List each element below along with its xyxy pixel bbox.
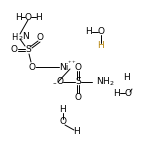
Text: $_2$N: $_2$N xyxy=(18,31,30,43)
Text: $^{-}$: $^{-}$ xyxy=(34,64,40,73)
Text: H: H xyxy=(114,88,120,98)
Text: O: O xyxy=(57,78,63,86)
Text: O: O xyxy=(24,13,32,21)
Text: NH$_2$: NH$_2$ xyxy=(96,76,115,88)
Text: $^{-}$: $^{-}$ xyxy=(52,81,58,86)
Text: S: S xyxy=(75,78,81,86)
Text: H: H xyxy=(124,73,130,81)
Text: Ni: Ni xyxy=(59,62,69,72)
Text: H: H xyxy=(98,41,104,51)
Text: O: O xyxy=(124,88,132,98)
Text: O: O xyxy=(59,118,67,126)
Text: H: H xyxy=(86,27,92,36)
Text: $^{++}$: $^{++}$ xyxy=(67,60,77,66)
Text: O: O xyxy=(75,62,81,72)
Text: H: H xyxy=(60,106,66,114)
Text: O: O xyxy=(97,27,105,36)
Text: H: H xyxy=(35,13,41,21)
Text: S: S xyxy=(25,46,31,54)
Text: H: H xyxy=(11,33,17,41)
Text: H: H xyxy=(15,13,21,21)
Text: H: H xyxy=(73,127,79,137)
Text: O: O xyxy=(10,46,18,54)
Text: O: O xyxy=(28,62,36,72)
Text: O: O xyxy=(75,93,81,101)
Text: O: O xyxy=(36,33,43,41)
